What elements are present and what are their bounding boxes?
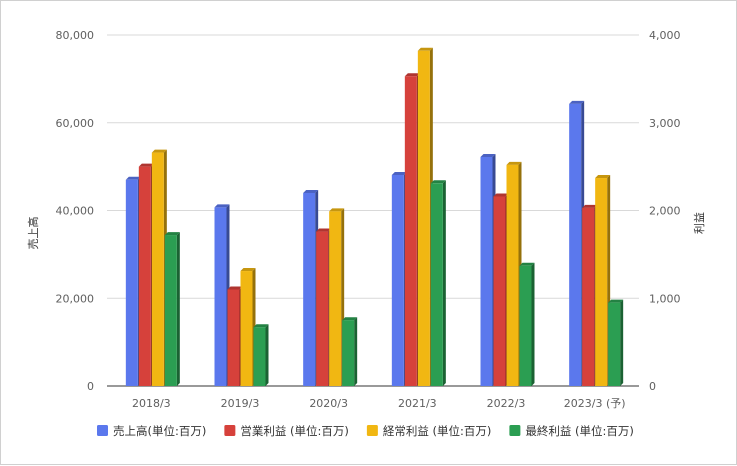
x-tick-label: 2021/3 (398, 397, 437, 410)
axes-group: 0 0 20,000 1,000 40,000 2,000 60,000 3,000 80,00… (56, 29, 681, 410)
gridlines (107, 34, 639, 387)
bar-2-20213 (404, 73, 420, 387)
y-right-tick-label: 2,000 (649, 205, 681, 218)
y-right-tick-label: 1,000 (649, 292, 681, 305)
bar-1-20213 (391, 171, 407, 386)
bar-3-20183 (151, 149, 167, 386)
bar-4-20213 (430, 180, 446, 386)
bars-group (125, 47, 624, 387)
bar-3-20193 (240, 268, 256, 386)
legend: 売上高(単位:百万) 営業利益 (単位:百万) 経常利益 (単位:百万) 最終利益 (… (97, 424, 634, 438)
x-tick-label: 2019/3 (221, 397, 260, 410)
bar-2-20183 (138, 163, 154, 386)
y-axis-left-title: 売上高 (26, 217, 40, 250)
y-left-tick-label: 80,000 (56, 29, 95, 42)
legend-label: 最終利益 (単位:百万) (525, 424, 634, 438)
legend-label: 経常利益 (単位:百万) (383, 424, 492, 438)
legend-item-4: 最終利益 (単位:百万) (509, 424, 634, 438)
bar-4-20193 (253, 324, 269, 386)
legend-item-3: 経常利益 (単位:百万) (366, 424, 492, 438)
legend-swatch (509, 425, 521, 436)
legend-label: 売上高(単位:百万) (113, 424, 206, 438)
bar-1-20183 (125, 176, 141, 386)
bar-2-20193 (227, 286, 243, 386)
y-axis-right-title: 利益 (692, 212, 706, 234)
legend-label: 営業利益 (単位:百万) (240, 424, 349, 438)
y-left-tick-label: 20,000 (56, 292, 95, 305)
bar-4-20203 (342, 317, 358, 386)
bar-3-20213 (417, 47, 433, 387)
x-tick-label: 2020/3 (309, 397, 348, 410)
bar-2-20223 (493, 193, 509, 386)
y-right-tick-label: 3,000 (649, 117, 681, 130)
bar-2-20233 (582, 204, 598, 386)
legend-swatch (97, 425, 108, 436)
x-tick-label: 2022/3 (487, 397, 526, 410)
bar-3-20233 (595, 175, 611, 386)
bar-1-20233 (569, 100, 585, 386)
bar-4-20183 (164, 232, 180, 386)
bar-4-20223 (519, 262, 535, 386)
y-left-tick-label: 60,000 (56, 117, 95, 130)
x-tick-label: 2018/3 (132, 397, 171, 410)
x-tick-label: 2023/3 (予) (564, 397, 626, 410)
bar-1-20223 (480, 153, 496, 386)
bar-4-20233 (608, 299, 624, 386)
legend-swatch (224, 425, 236, 436)
legend-item-2: 営業利益 (単位:百万) (224, 424, 349, 438)
y-left-tick-label: 40,000 (56, 205, 95, 218)
bar-3-20203 (329, 208, 345, 386)
bar-2-20203 (316, 228, 332, 386)
y-right-tick-label: 4,000 (649, 29, 681, 42)
y-right-tick-label: 0 (649, 380, 656, 393)
bar-3-20223 (506, 161, 522, 386)
y-left-tick-label: 0 (87, 380, 94, 393)
bar-1-20203 (303, 189, 319, 386)
legend-item-1: 売上高(単位:百万) (97, 424, 206, 438)
bar-1-20193 (214, 204, 230, 386)
legend-swatch (366, 425, 378, 436)
